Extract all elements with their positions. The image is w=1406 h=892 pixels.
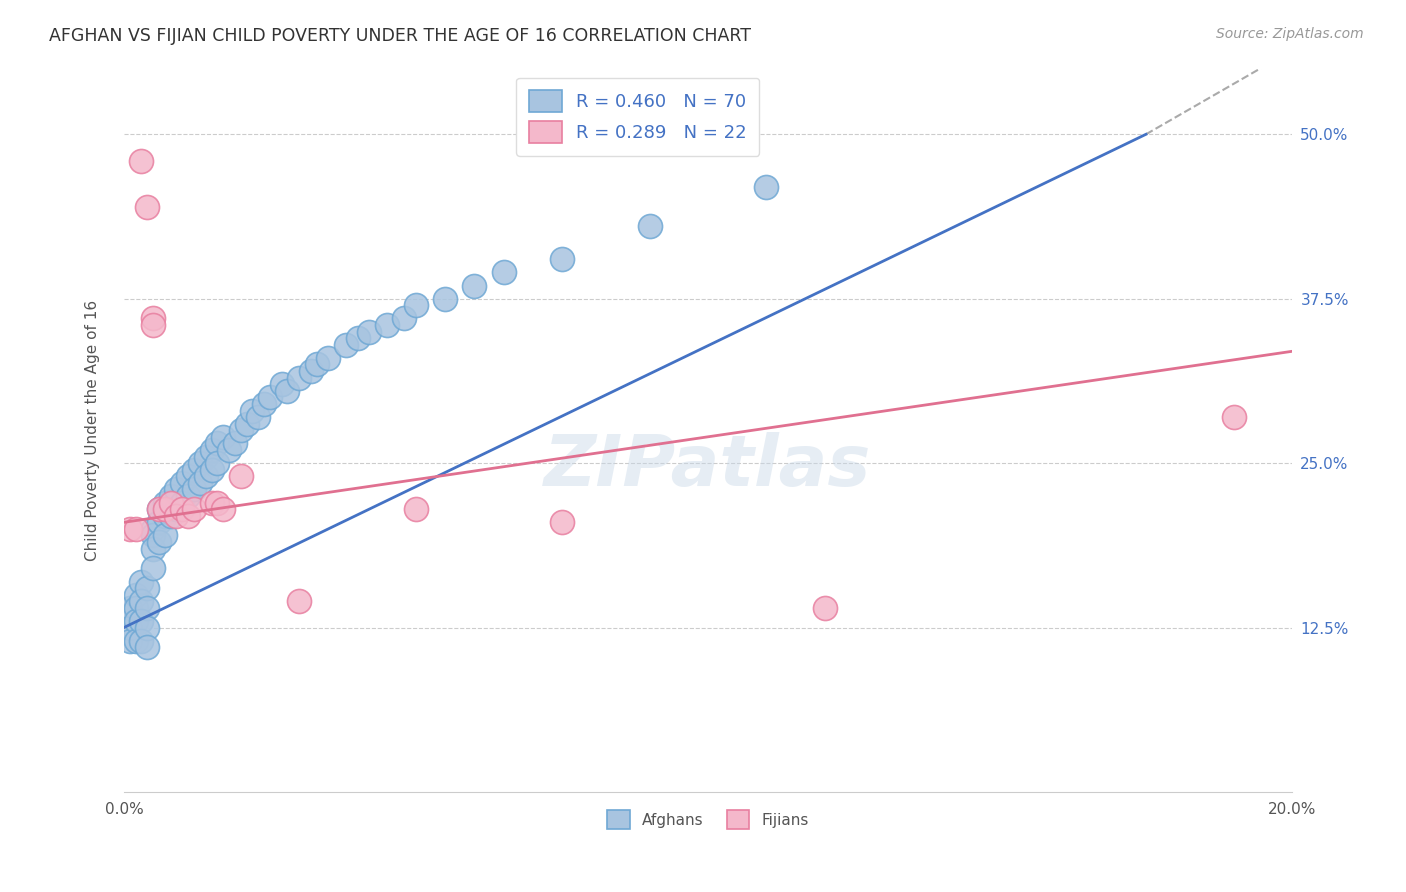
Point: [148, 516, 170, 530]
Point: [172, 502, 194, 516]
Point: [153, 502, 176, 516]
Point: [124, 614, 146, 628]
Point: [136, 581, 159, 595]
Point: [253, 397, 276, 411]
Text: AFGHAN VS FIJIAN CHILD POVERTY UNDER THE AGE OF 16 CORRELATION CHART: AFGHAN VS FIJIAN CHILD POVERTY UNDER THE…: [49, 27, 751, 45]
Point: [218, 442, 240, 457]
Point: [305, 358, 328, 372]
Point: [159, 489, 181, 503]
Point: [131, 574, 153, 589]
Point: [172, 475, 194, 490]
Point: [200, 463, 222, 477]
Point: [551, 516, 574, 530]
Point: [148, 535, 170, 549]
Point: [153, 528, 176, 542]
Point: [1222, 410, 1244, 425]
Point: [318, 351, 340, 365]
Point: [405, 502, 427, 516]
Point: [166, 502, 188, 516]
Point: [492, 265, 515, 279]
Point: [124, 522, 146, 536]
Point: [259, 390, 281, 404]
Point: [434, 292, 457, 306]
Point: [299, 364, 322, 378]
Point: [177, 469, 200, 483]
Point: [212, 502, 235, 516]
Point: [166, 508, 188, 523]
Point: [188, 456, 211, 470]
Point: [142, 528, 165, 542]
Y-axis label: Child Poverty Under the Age of 16: Child Poverty Under the Age of 16: [86, 300, 100, 561]
Point: [207, 495, 229, 509]
Point: [118, 522, 141, 536]
Point: [177, 489, 200, 503]
Point: [194, 469, 217, 483]
Point: [814, 600, 837, 615]
Point: [142, 522, 165, 536]
Point: [142, 541, 165, 556]
Point: [177, 508, 200, 523]
Point: [124, 633, 146, 648]
Point: [242, 403, 264, 417]
Point: [335, 337, 357, 351]
Point: [188, 475, 211, 490]
Point: [183, 483, 205, 497]
Point: [153, 508, 176, 523]
Point: [375, 318, 398, 332]
Point: [229, 469, 252, 483]
Point: [172, 495, 194, 509]
Point: [153, 495, 176, 509]
Point: [270, 377, 292, 392]
Point: [159, 508, 181, 523]
Point: [276, 384, 298, 398]
Point: [200, 442, 222, 457]
Point: [183, 463, 205, 477]
Point: [207, 456, 229, 470]
Point: [288, 370, 311, 384]
Point: [194, 450, 217, 464]
Point: [212, 430, 235, 444]
Legend: Afghans, Fijians: Afghans, Fijians: [600, 804, 815, 835]
Point: [346, 331, 368, 345]
Point: [224, 436, 246, 450]
Point: [131, 614, 153, 628]
Point: [229, 423, 252, 437]
Point: [142, 318, 165, 332]
Point: [142, 561, 165, 575]
Point: [394, 311, 416, 326]
Point: [142, 311, 165, 326]
Point: [136, 640, 159, 655]
Point: [136, 200, 159, 214]
Point: [118, 621, 141, 635]
Point: [235, 417, 257, 431]
Text: ZIPatlas: ZIPatlas: [544, 432, 872, 501]
Point: [638, 219, 661, 234]
Point: [131, 633, 153, 648]
Point: [159, 495, 181, 509]
Point: [551, 252, 574, 267]
Point: [405, 298, 427, 312]
Point: [463, 278, 485, 293]
Point: [200, 495, 222, 509]
Point: [359, 325, 381, 339]
Point: [124, 588, 146, 602]
Point: [118, 633, 141, 648]
Point: [124, 600, 146, 615]
Point: [288, 594, 311, 608]
Point: [131, 594, 153, 608]
Point: [118, 600, 141, 615]
Point: [166, 483, 188, 497]
Point: [148, 502, 170, 516]
Point: [136, 621, 159, 635]
Point: [247, 410, 270, 425]
Point: [148, 502, 170, 516]
Text: Source: ZipAtlas.com: Source: ZipAtlas.com: [1216, 27, 1364, 41]
Point: [207, 436, 229, 450]
Point: [131, 153, 153, 168]
Point: [755, 180, 778, 194]
Point: [136, 600, 159, 615]
Point: [183, 502, 205, 516]
